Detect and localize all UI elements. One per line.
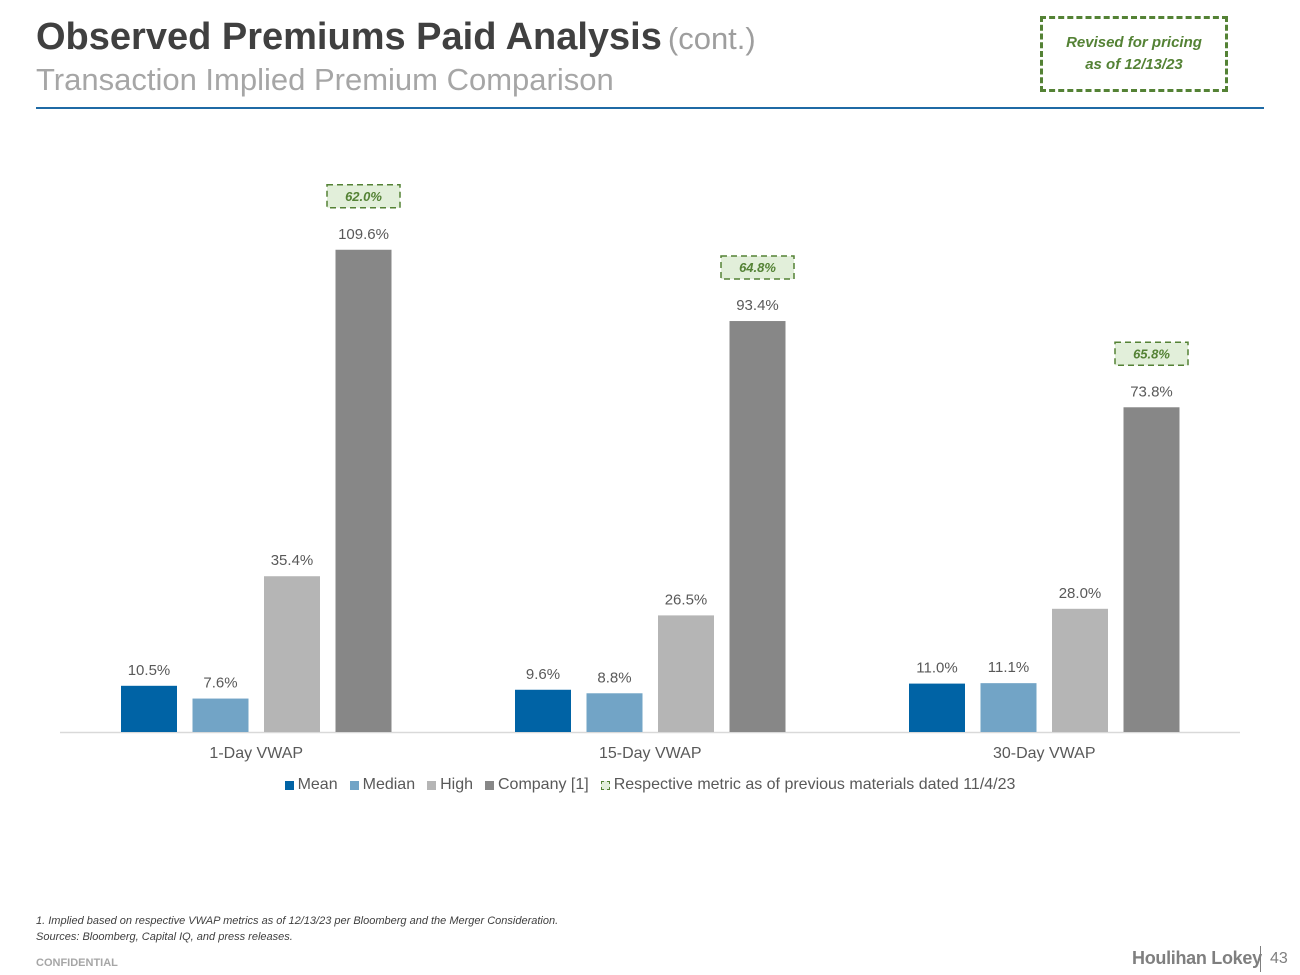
legend-label-high: High [440, 776, 473, 793]
category-label-1-day-vwap: 1-Day VWAP [209, 745, 303, 762]
brand-logo: Houlihan Lokey [1132, 948, 1262, 968]
bar-high-30-day-vwap [1052, 608, 1108, 732]
category-label-30-day-vwap: 30-Day VWAP [993, 745, 1096, 762]
bar-median-30-day-vwap [980, 683, 1037, 732]
bar-high-15-day-vwap [658, 615, 714, 732]
legend-label-company: Company [1] [498, 776, 589, 793]
data-label-high-15-day-vwap: 26.5% [665, 591, 708, 608]
legend-swatch-high [427, 780, 437, 790]
data-label-median-15-day-vwap: 8.8% [597, 669, 631, 686]
legend-swatch-previous [600, 780, 610, 790]
revised-pricing-box: Revised for pricing as of 12/13/23 [1040, 16, 1228, 92]
page-number-divider [1260, 946, 1261, 972]
chart-legend: Mean Median High Company [1] Respective … [0, 776, 1300, 794]
legend-label-previous: Respective metric as of previous materia… [613, 776, 1016, 793]
footnote-1: 1. Implied based on respective VWAP metr… [36, 915, 559, 927]
revised-pricing-text: Revised for pricing as of 12/13/23 [1066, 34, 1202, 73]
data-label-company-1-15-day-vwap: 93.4% [736, 297, 779, 314]
data-label-mean-1-day-vwap: 10.5% [128, 662, 171, 679]
legend-label-median: Median [362, 776, 416, 793]
bar-mean-15-day-vwap [515, 689, 571, 732]
legend-item-previous: Respective metric as of previous materia… [600, 776, 1016, 794]
page-subtitle: Transaction Implied Premium Comparison [36, 62, 614, 97]
legend-swatch-company [485, 780, 494, 790]
bar-mean-30-day-vwap [909, 683, 965, 732]
legend-item-company: Company [1] [485, 776, 589, 794]
confidential-label: CONFIDENTIAL [36, 957, 118, 969]
previous-metric-label-15-day-vwap: 64.8% [739, 260, 776, 275]
bar-median-15-day-vwap [586, 693, 643, 732]
bar-mean-1-day-vwap [121, 685, 177, 732]
title-main: Observed Premiums Paid Analysis [36, 16, 662, 58]
data-label-mean-15-day-vwap: 9.6% [526, 666, 560, 683]
category-label-15-day-vwap: 15-Day VWAP [599, 745, 702, 762]
title-suffix: (cont.) [667, 21, 756, 56]
data-label-high-1-day-vwap: 35.4% [271, 552, 314, 569]
legend-swatch-mean [284, 780, 294, 790]
legend-item-mean: Mean [284, 776, 338, 794]
data-label-median-1-day-vwap: 7.6% [203, 675, 237, 692]
bar-company-1-15-day-vwap [729, 321, 786, 732]
bar-high-1-day-vwap [264, 576, 320, 732]
legend-label-mean: Mean [297, 776, 338, 793]
previous-metric-label-30-day-vwap: 65.8% [1133, 346, 1170, 361]
premium-bar-chart: 10.5% 7.6% 35.4% 109.6% 62.0% 1-Day VWAP 9.6% 8… [60, 184, 1240, 762]
footnotes: 1. Implied based on respective VWAP metr… [36, 913, 558, 945]
data-label-median-30-day-vwap: 11.1% [988, 659, 1029, 676]
previous-metric-box-30-day-vwap [1114, 341, 1189, 367]
page-title: Observed Premiums Paid Analysis (cont.) [36, 16, 756, 59]
data-label-company-1-30-day-vwap: 73.8% [1130, 383, 1173, 400]
bar-company-1-30-day-vwap [1123, 407, 1180, 732]
page-number: 43 [1270, 950, 1288, 967]
previous-metric-box-15-day-vwap [720, 255, 795, 280]
header-divider [36, 107, 1264, 109]
legend-item-high: High [427, 776, 473, 794]
previous-metric-box-1-day-vwap [326, 184, 401, 209]
bar-median-1-day-vwap [192, 698, 249, 732]
bar-company-1-1-day-vwap [335, 249, 392, 732]
previous-metric-label-1-day-vwap: 62.0% [345, 189, 382, 204]
data-label-mean-30-day-vwap: 11.0% [916, 660, 957, 677]
legend-swatch-median [349, 780, 359, 790]
legend-item-median: Median [349, 776, 416, 794]
data-label-high-30-day-vwap: 28.0% [1059, 585, 1102, 602]
footnote-sources: Sources: Bloomberg, Capital IQ, and pres… [36, 931, 293, 943]
data-label-company-1-1-day-vwap: 109.6% [338, 226, 389, 243]
